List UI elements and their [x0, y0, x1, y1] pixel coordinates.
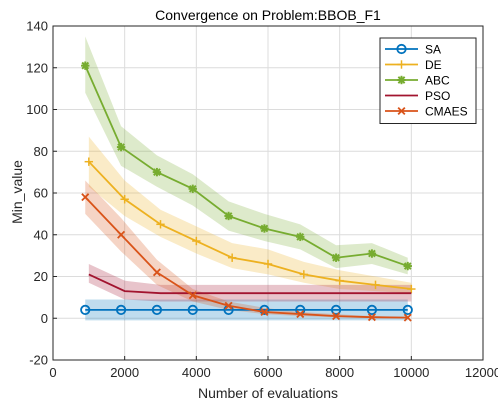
- y-axis-label: Min_value: [9, 160, 25, 224]
- data-point-abc: [81, 61, 90, 70]
- x-tick-label: 0: [49, 365, 56, 380]
- data-point-cmaes: [117, 230, 126, 239]
- legend-marker-de: [397, 60, 406, 69]
- data-point-de: [263, 259, 273, 269]
- legend-marker-cmaes: [397, 107, 406, 115]
- data-point-sa: [187, 304, 198, 315]
- x-axis-label: Number of evaluations: [198, 385, 338, 401]
- data-point-de: [335, 276, 344, 285]
- y-tick-label: 140: [26, 19, 48, 34]
- data-point-cmaes: [403, 313, 412, 322]
- data-point-cmaes: [296, 310, 305, 319]
- y-tick-label: 40: [34, 227, 48, 242]
- data-point-abc: [152, 167, 162, 177]
- series-lines: [80, 61, 416, 322]
- legend-label-cmaes: CMAES: [425, 105, 468, 119]
- chart-title: Convergence on Problem:BBOB_F1: [155, 7, 381, 23]
- legend-marker-sa: [396, 43, 407, 55]
- band-abc: [85, 36, 408, 275]
- data-point-cmaes: [188, 291, 197, 300]
- legend-label-pso: PSO: [425, 89, 450, 103]
- data-point-de: [407, 284, 416, 294]
- x-tick-label: 8000: [325, 365, 354, 380]
- x-tick-label: 2000: [110, 365, 139, 380]
- data-point-cmaes: [260, 307, 269, 316]
- data-point-sa: [80, 304, 91, 315]
- band-pso: [88, 263, 412, 302]
- data-point-abc: [188, 184, 197, 194]
- data-point-sa: [115, 304, 127, 315]
- confidence-bands: [85, 36, 412, 321]
- data-point-abc: [367, 249, 377, 258]
- band-cmaes: [85, 180, 408, 319]
- y-tick-label: 20: [34, 269, 48, 284]
- data-point-cmaes: [224, 301, 233, 310]
- y-tick-label: -20: [29, 353, 48, 368]
- legend-label-de: DE: [425, 58, 442, 72]
- data-point-de: [227, 253, 237, 262]
- legend-label-sa: SA: [425, 43, 441, 57]
- data-point-abc: [403, 261, 412, 271]
- x-tick-label: 12000: [465, 365, 498, 380]
- series-line-de: [88, 161, 412, 290]
- x-tick-label: 6000: [254, 365, 283, 380]
- legend-marker-abc: [397, 75, 406, 85]
- y-tick-label: 60: [34, 186, 48, 201]
- data-point-de: [192, 236, 201, 246]
- y-tick-label: 100: [26, 102, 48, 117]
- data-point-cmaes: [367, 313, 376, 322]
- data-point-sa: [259, 304, 270, 315]
- data-point-de: [84, 157, 94, 166]
- data-point-de: [299, 270, 309, 279]
- x-tick-label: 10000: [393, 365, 429, 380]
- data-point-de: [120, 195, 129, 204]
- series-line-pso: [88, 273, 412, 295]
- data-point-sa: [151, 304, 163, 315]
- y-tick-label: 120: [26, 60, 48, 75]
- x-tick-label: 4000: [182, 365, 211, 380]
- data-point-abc: [224, 211, 233, 221]
- data-point-de: [156, 220, 165, 229]
- axes-frame: [52, 25, 484, 361]
- data-point-sa: [402, 304, 413, 315]
- data-point-cmaes: [332, 312, 341, 321]
- tick-labels: 0 2000 4000 6000 8000 10000 12000-200204060801…: [26, 19, 498, 381]
- data-point-cmaes: [152, 268, 161, 277]
- data-point-sa: [366, 304, 378, 315]
- data-point-abc: [296, 232, 305, 242]
- legend-label-abc: ABC: [425, 74, 450, 88]
- band-de: [88, 136, 412, 294]
- data-point-abc: [331, 253, 341, 262]
- axes-box: [52, 25, 484, 361]
- data-point-cmaes: [81, 193, 90, 202]
- series-line-abc: [84, 65, 409, 267]
- data-point-de: [371, 280, 380, 290]
- data-point-abc: [260, 224, 269, 233]
- data-point-abc: [116, 142, 126, 152]
- series-line-cmaes: [84, 196, 408, 319]
- y-tick-label: 80: [34, 144, 48, 159]
- y-tick-label: 0: [41, 311, 48, 326]
- data-point-sa: [330, 304, 342, 315]
